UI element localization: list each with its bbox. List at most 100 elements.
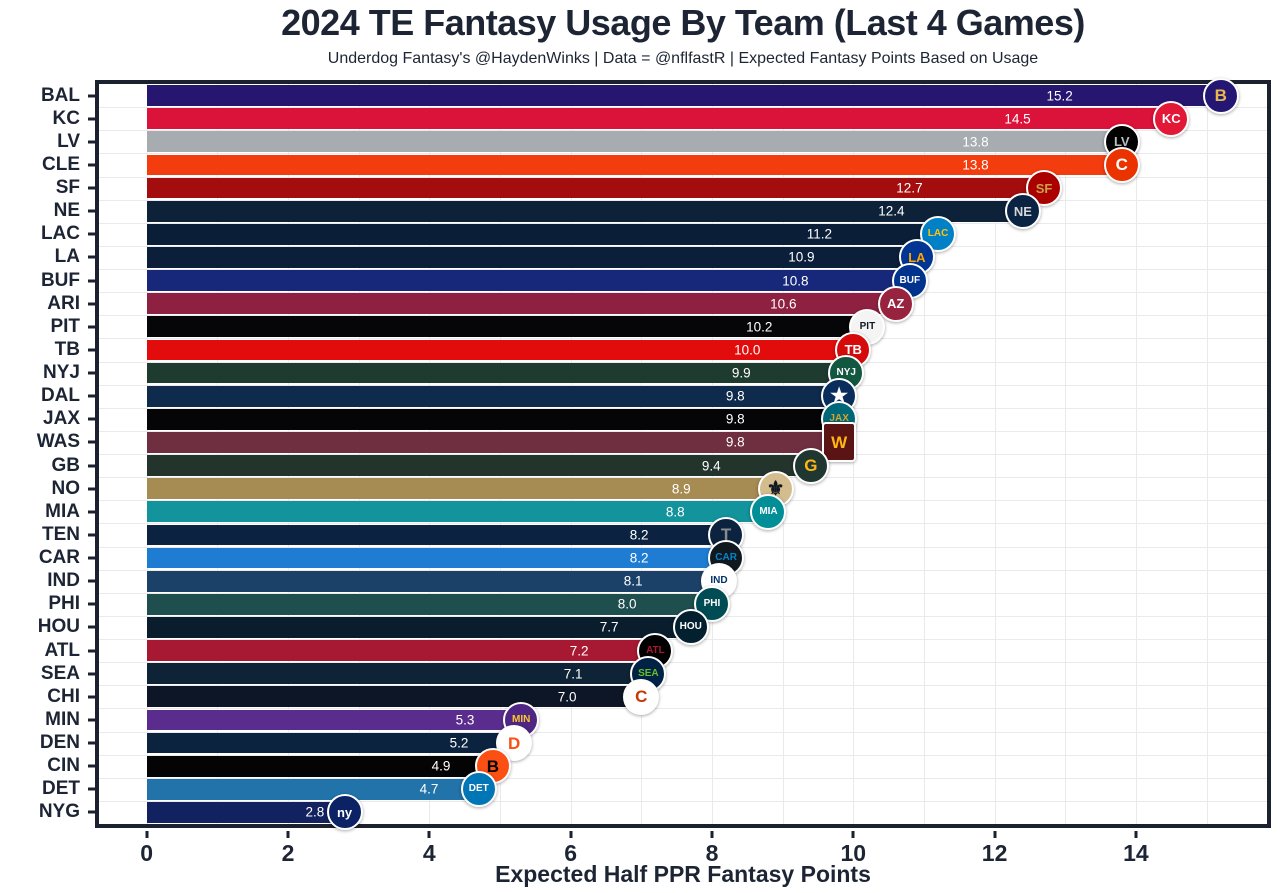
y-tick xyxy=(88,787,95,791)
bar-value-label: 10.2 xyxy=(746,319,773,335)
y-tick xyxy=(88,510,95,514)
team-bar-la: 10.9 LA xyxy=(146,239,935,276)
team-bar-jax: 9.8 JAX xyxy=(146,401,858,438)
bar-row: 7.1 SEA xyxy=(99,655,1267,692)
y-tick xyxy=(88,394,95,398)
bar-row: 5.3 MIN xyxy=(99,701,1267,738)
y-axis-label-min: MIN xyxy=(45,708,80,730)
y-axis-label-sea: SEA xyxy=(40,662,80,684)
x-axis: 0 2 4 6 8 10 12 14 xyxy=(99,831,1267,871)
y-axis-label-det: DET xyxy=(42,778,80,800)
bar-value-label: 13.8 xyxy=(962,134,989,150)
y-axis-label-sf: SF xyxy=(55,177,80,199)
bar-row: 10.9 LA xyxy=(99,239,1267,276)
team-bar-chi: 7.0 C xyxy=(146,678,660,715)
horizontal-gridline xyxy=(99,500,1267,502)
y-tick xyxy=(88,163,95,167)
bar-value-label: 8.9 xyxy=(671,481,691,497)
horizontal-gridline xyxy=(99,454,1267,455)
bar-value-label: 10.6 xyxy=(770,296,797,312)
y-axis-label-ind: IND xyxy=(47,570,80,592)
bar-value-label: 8.1 xyxy=(623,573,643,589)
x-tick-label: 2 xyxy=(281,840,295,866)
y-axis-label-ne: NE xyxy=(53,200,80,222)
bar-value-label: 5.2 xyxy=(449,735,469,751)
y-axis-label-tb: TB xyxy=(54,338,80,360)
sf-logo-icon: SF xyxy=(1026,170,1063,207)
team-bar-lv: 13.8 LV xyxy=(146,123,1140,160)
y-tick xyxy=(88,533,95,537)
bar-value-label: 12.4 xyxy=(878,203,905,219)
y-tick xyxy=(88,117,95,121)
was-logo-icon: W xyxy=(822,422,857,463)
x-tick xyxy=(1134,831,1138,838)
bar-value-label: 9.8 xyxy=(725,434,745,450)
bar-value-label: 5.3 xyxy=(455,712,475,728)
horizontal-gridline xyxy=(99,338,1267,340)
y-axis-label-cle: CLE xyxy=(42,153,80,175)
bar-row: 4.7 DET xyxy=(99,771,1267,808)
bar-row: 13.8 LV xyxy=(99,123,1267,160)
team-bar-sea: 7.1 SEA xyxy=(146,655,667,692)
bar-row: 4.9 B xyxy=(99,748,1267,785)
bar-value-label: 14.5 xyxy=(1004,111,1031,127)
bar-value-label: 7.7 xyxy=(599,619,619,635)
horizontal-gridline xyxy=(99,245,1267,247)
y-axis-label-nyj: NYJ xyxy=(43,362,80,384)
chi-logo-icon: C xyxy=(623,678,660,715)
horizontal-gridline xyxy=(99,222,1267,224)
gb-logo-icon: G xyxy=(792,447,829,484)
bar-row: 10.8 BUF xyxy=(99,262,1267,299)
team-bar-sf: 12.7 SF xyxy=(146,170,1063,207)
bar-row: 8.0 PHI xyxy=(99,586,1267,623)
team-bar-atl: 7.2 ATL xyxy=(146,632,674,669)
y-axis-label-lv: LV xyxy=(57,130,80,152)
y-axis-label-nyg: NYG xyxy=(38,801,80,823)
y-tick xyxy=(88,279,95,283)
bar-value-label: 12.7 xyxy=(896,180,923,196)
bar-value-label: 7.1 xyxy=(563,666,583,682)
horizontal-gridline xyxy=(99,592,1267,594)
y-tick xyxy=(88,209,95,213)
bar-row: 8.1 IND xyxy=(99,563,1267,600)
horizontal-gridline xyxy=(99,199,1267,201)
mia-logo-icon: MIA xyxy=(750,493,787,530)
y-axis-label-la: LA xyxy=(54,246,80,268)
y-axis-label-chi: CHI xyxy=(47,685,80,707)
horizontal-gridline xyxy=(99,777,1267,779)
team-bar-dal: 9.8 ★ xyxy=(146,378,858,415)
bar-row: 9.8 ★ xyxy=(99,378,1267,415)
bar-value-label: 8.2 xyxy=(629,527,649,543)
x-tick xyxy=(145,831,149,838)
y-axis-label-dal: DAL xyxy=(40,385,80,407)
horizontal-gridline xyxy=(99,153,1267,155)
horizontal-gridline xyxy=(99,107,1267,109)
x-tick-label: 10 xyxy=(840,840,867,866)
bar-value-label: 11.2 xyxy=(806,226,832,242)
bar-row: 11.2 LAC xyxy=(99,216,1267,253)
bal-logo-icon: B xyxy=(1202,77,1239,114)
bar-row: 12.7 SF xyxy=(99,170,1267,207)
y-axis-label-was: WAS xyxy=(36,431,80,453)
horizontal-gridline xyxy=(99,130,1267,132)
bar-value-label: 10.8 xyxy=(782,273,809,289)
horizontal-gridline xyxy=(99,292,1267,294)
team-bar-gb: 9.4 G xyxy=(146,447,829,484)
team-bar-lac: 11.2 LAC xyxy=(146,216,957,253)
horizontal-gridline xyxy=(99,477,1267,479)
horizontal-gridline xyxy=(99,176,1267,178)
bar-value-label: 4.7 xyxy=(419,781,439,797)
y-axis-labels: BAL KC LV CLE SF NE LAC LA BUF ARI PIT TB NYJ DAL JAX W… xyxy=(0,84,95,824)
bar-row: 9.9 NYJ xyxy=(99,355,1267,392)
x-tick xyxy=(427,831,431,838)
bar-row: 9.8 W xyxy=(99,422,1267,463)
team-bar-cle: 13.8 C xyxy=(146,146,1140,183)
team-bar-car: 8.2 CAR xyxy=(146,540,745,577)
horizontal-gridline xyxy=(99,546,1267,548)
y-tick xyxy=(88,764,95,768)
y-tick xyxy=(88,718,95,722)
y-axis-label-cin: CIN xyxy=(47,755,80,777)
bar-value-label: 9.8 xyxy=(725,411,745,427)
x-tick xyxy=(851,831,855,838)
cle-logo-icon: C xyxy=(1103,146,1140,183)
